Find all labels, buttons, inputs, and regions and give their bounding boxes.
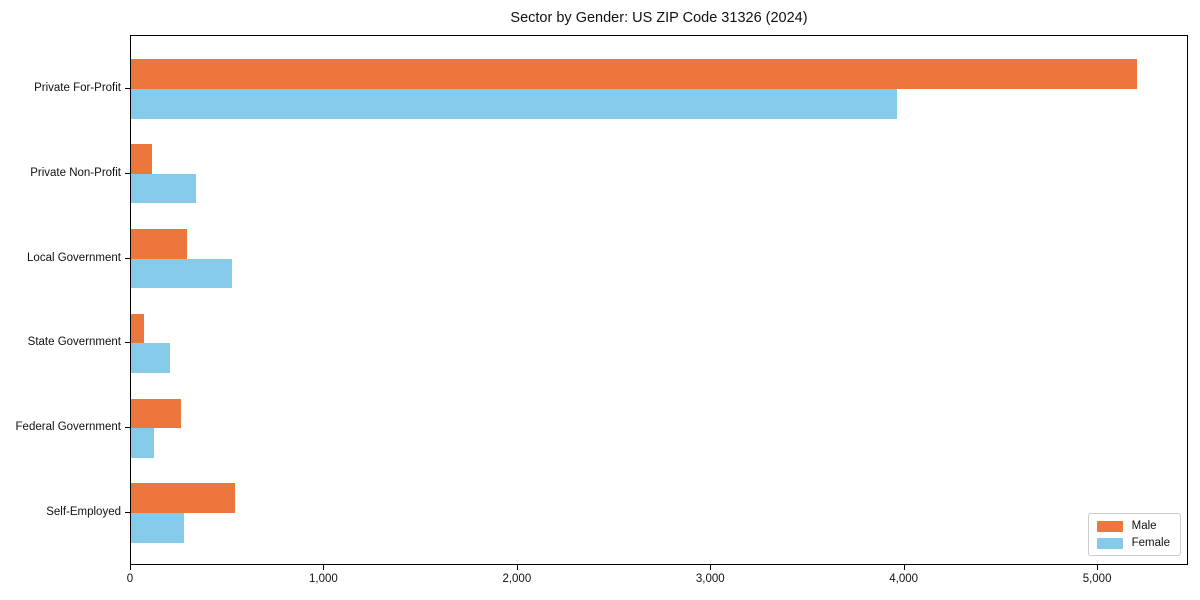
y-axis-label: State Government [27, 336, 121, 349]
x-axis-label: 1,000 [309, 573, 338, 585]
x-tick [1097, 565, 1099, 570]
bar-male-1 [131, 59, 1137, 89]
bar-female-2 [131, 173, 196, 204]
legend-swatch-female [1096, 537, 1123, 549]
bar-male-6 [131, 483, 236, 513]
bar-female-5 [131, 428, 155, 458]
x-tick [710, 565, 712, 570]
x-axis-label: 0 [126, 573, 134, 585]
x-tick [323, 565, 325, 570]
y-axis-label: Private Non-Profit [30, 166, 121, 179]
y-tick [125, 257, 130, 259]
bar-female-3 [131, 258, 232, 289]
legend-label-male: Male [1131, 520, 1157, 532]
y-tick [125, 427, 130, 429]
plot-area: Male Female [130, 35, 1188, 565]
bar-female-6 [131, 513, 185, 543]
legend-item-female: Female [1096, 537, 1170, 549]
bar-male-4 [131, 313, 144, 344]
bar-male-5 [131, 398, 182, 429]
legend-swatch-male [1096, 520, 1123, 532]
y-tick [125, 512, 130, 513]
x-tick [516, 565, 518, 570]
x-tick [130, 565, 131, 570]
y-axis-label: Local Government [27, 251, 121, 264]
x-tick [903, 565, 905, 570]
x-axis-label: 4,000 [889, 573, 919, 585]
y-axis-label: Federal Government [15, 421, 121, 434]
bar-female-4 [131, 343, 170, 374]
legend: Male Female [1087, 513, 1181, 556]
legend-label-female: Female [1131, 537, 1170, 549]
bar-male-2 [131, 144, 153, 174]
y-axis-label: Private For-Profit [34, 82, 121, 94]
chart-title: Sector by Gender: US ZIP Code 31326 (202… [510, 10, 808, 26]
legend-item-male: Male [1096, 520, 1170, 532]
y-axis-label: Self-Employed [46, 506, 121, 518]
bar-male-3 [131, 228, 188, 259]
y-tick [125, 88, 130, 89]
bar-female-1 [131, 89, 897, 119]
x-axis-label: 2,000 [502, 573, 532, 585]
x-axis-label: 5,000 [1082, 573, 1112, 585]
y-tick [125, 342, 130, 344]
x-axis-label: 3,000 [695, 573, 725, 585]
y-tick [125, 172, 130, 174]
